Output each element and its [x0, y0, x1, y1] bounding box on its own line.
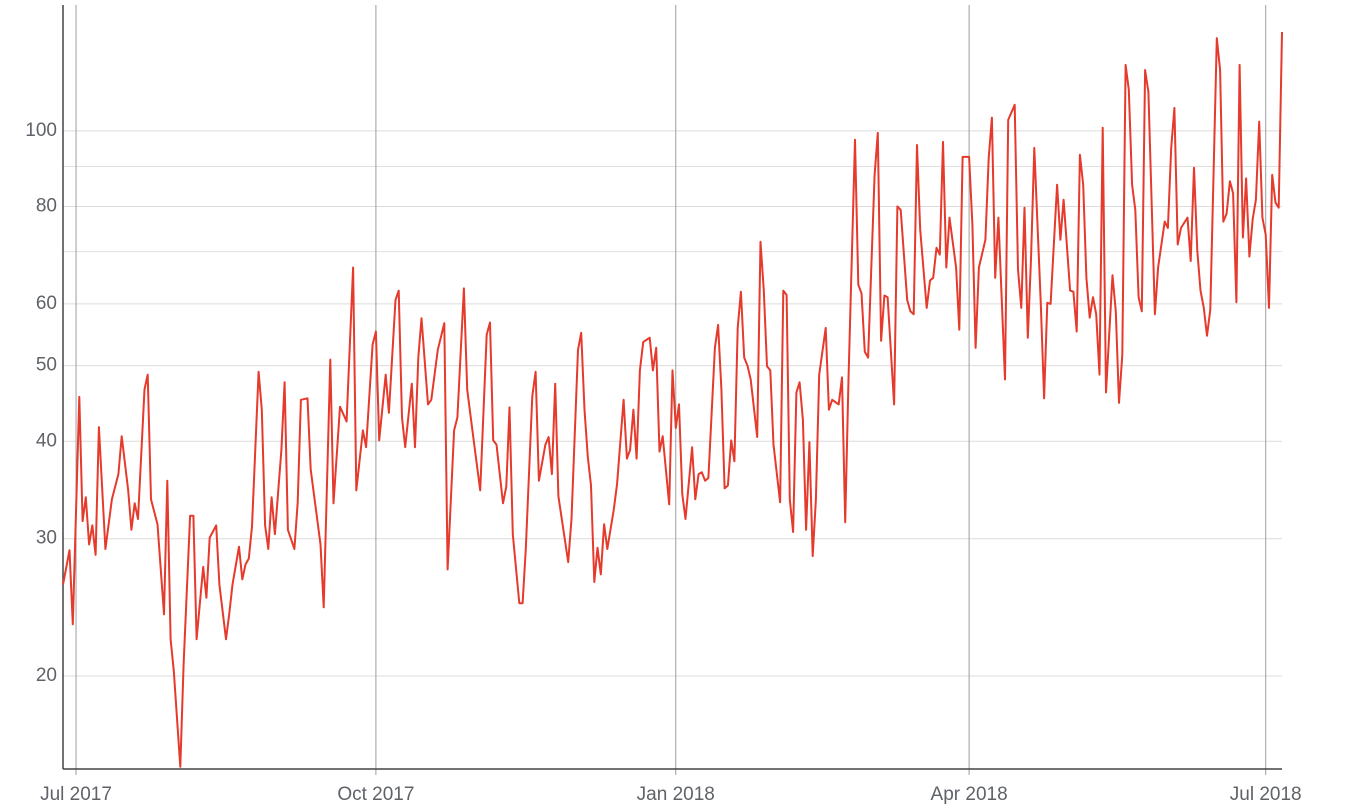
y-tick-label: 60: [36, 293, 57, 314]
y-tick-label: 50: [36, 355, 57, 376]
y-tick-label: 20: [36, 665, 57, 686]
x-tick-label: Jul 2018: [1230, 784, 1302, 805]
x-tick-label: Oct 2017: [337, 784, 414, 805]
y-tick-label: 100: [25, 120, 57, 141]
x-tick-label: Apr 2018: [931, 784, 1008, 805]
x-tick-label: Jan 2018: [637, 784, 715, 805]
y-tick-label: 40: [36, 430, 57, 451]
x-tick-label: Jul 2017: [40, 784, 112, 805]
data-line: [62, 31, 1283, 768]
y-tick-label: 80: [36, 195, 57, 216]
y-tick-label: 30: [36, 528, 57, 549]
